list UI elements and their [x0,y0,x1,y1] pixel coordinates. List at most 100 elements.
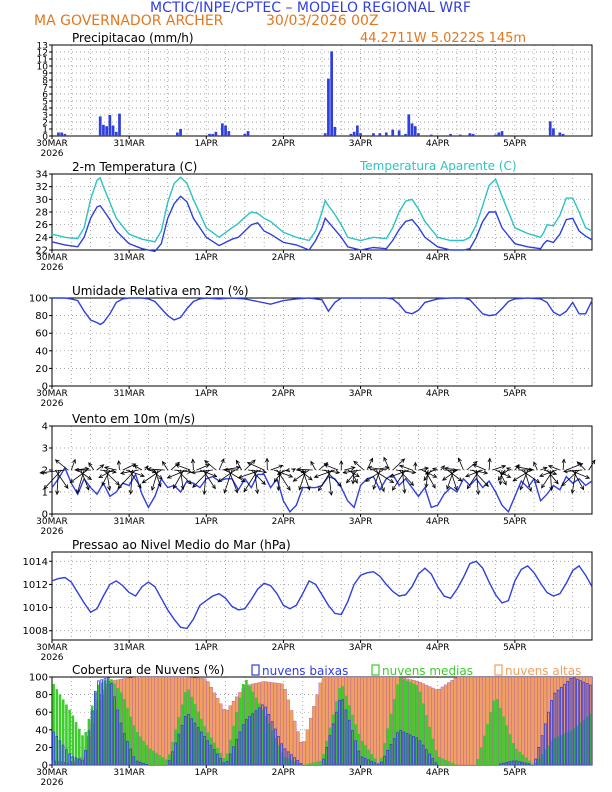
cloud-mid-bar [209,737,213,765]
wind-arrow-head [202,490,207,496]
wind-arrow-head [278,464,284,469]
wind-arrow-head [423,476,428,482]
x-tick-label: 2APR [272,517,296,527]
header: MCTIC/INPE/CPTEC – MODELO REGIONAL WRF M… [0,0,612,36]
cloud-mid-bar [180,704,184,765]
wind-arrow [314,469,335,478]
wind-arrow-head [71,458,76,464]
wind-arrow-head [146,467,152,472]
wind-arrow-head [220,458,225,463]
cloud-mid-bar [563,733,566,765]
wind-arrow-head [323,463,329,468]
cloud-mid-bar [476,759,480,765]
x-tick-label: 5APR [503,517,527,527]
precip-bar [561,133,565,136]
wind-arrow [167,469,188,479]
cloud-low-bar [84,750,87,766]
y-tick-label: 11 [37,56,48,66]
precip-bar [323,133,327,136]
cloud-low-bar [431,758,435,766]
cloud-low-bar [408,734,412,766]
temperature-line [51,195,593,253]
wind-arrow [399,465,413,471]
cloud-low-bar [556,689,560,766]
wind-arrow-head [424,470,430,475]
precip-bar [175,132,179,136]
cloud-high-bar [447,682,451,766]
cloud-low-bar [113,696,116,766]
cloud-mid-bar [174,729,178,765]
cloud-mid-bar [222,758,226,765]
x-tick-label: 5APR [503,139,527,149]
wind-arrow-head [307,476,313,481]
cloud-mid-bar [425,715,428,765]
wind-arrow-head [512,477,518,482]
wind-arrow-head [64,484,69,489]
cloud-mid-bar [508,734,512,765]
wind-arrow-head [411,470,417,475]
precip-bar [246,131,250,136]
precip-bar [98,116,102,136]
wind-arrow-head [409,481,415,487]
panel-title: Cobertura de Nuvens (%) [72,663,224,677]
cloud-mid-bar [573,728,576,765]
cloud-high-bar [530,676,535,766]
wind-arrow [40,469,65,474]
cloud-low-bar [582,681,586,766]
x-tick-label: 30MAR [36,389,68,399]
cloud-low-bar [370,760,373,766]
cloud-mid-bar [187,689,190,765]
cloud-high-bar [443,684,448,766]
wind-arrow-head [538,473,544,478]
coords: 44.2711W 5.0222S 145m [360,31,526,46]
cloud-mid-bar [254,697,258,765]
cloud-mid-bar [158,755,161,765]
cloud-high-bar [469,676,474,766]
wind-arrow [458,458,464,471]
x-tick-label: 3APR [349,517,373,527]
wind-arrow [492,465,506,471]
wind-arrow [170,462,180,471]
cloud-mid-bar [386,728,390,765]
wind-arrow-head [367,465,373,470]
cloud-mid-bar [331,714,335,765]
cloud-mid-bar [389,713,393,765]
precip-bar [60,132,64,136]
wind-arrow [55,459,69,471]
cloud-mid-bar [383,743,386,765]
x-tick-label: 5APR [503,253,527,263]
cloud-low-bar [264,706,267,766]
cloud-mid-bar [97,684,100,765]
cloud-mid-bar [531,763,534,765]
cloud-mid-bar [155,752,158,765]
precip-bar [208,133,211,136]
cloud-mid-bar [274,737,277,765]
cloud-mid-bar [151,750,155,765]
cloud-mid-bar [100,682,104,765]
y-tick-label: 20 [35,364,48,375]
cloud-mid-bar [248,685,251,765]
cloud-low-bar [110,683,113,766]
wind-arrow-head [310,460,315,466]
wind-arrow [343,469,361,474]
cloud-mid-bar [338,688,341,765]
x-tick-label: 31MAR [113,643,145,653]
cloud-low-bar [119,722,123,766]
y-tick-label: 100 [29,294,48,305]
cloud-mid-bar [94,692,97,765]
x-year-label: 2026 [41,527,64,537]
wind-arrow-head [211,484,216,490]
x-tick-label: 3APR [349,139,373,149]
wind-arrow [128,469,142,489]
wind-arrow [346,469,358,484]
y-tick-label: 7 [42,84,48,94]
precip-bar [378,133,382,136]
wind-arrow-head [337,482,342,487]
y-tick-label: 34 [35,170,48,181]
precip-bar [333,126,337,136]
wind-arrow-head [204,460,209,465]
panel-title: Umidade Relativa em 2m (%) [72,284,249,298]
cloud-mid-bar [206,732,210,765]
y-tick-label: 30 [35,195,48,206]
y-tick-label: 80 [35,690,48,701]
